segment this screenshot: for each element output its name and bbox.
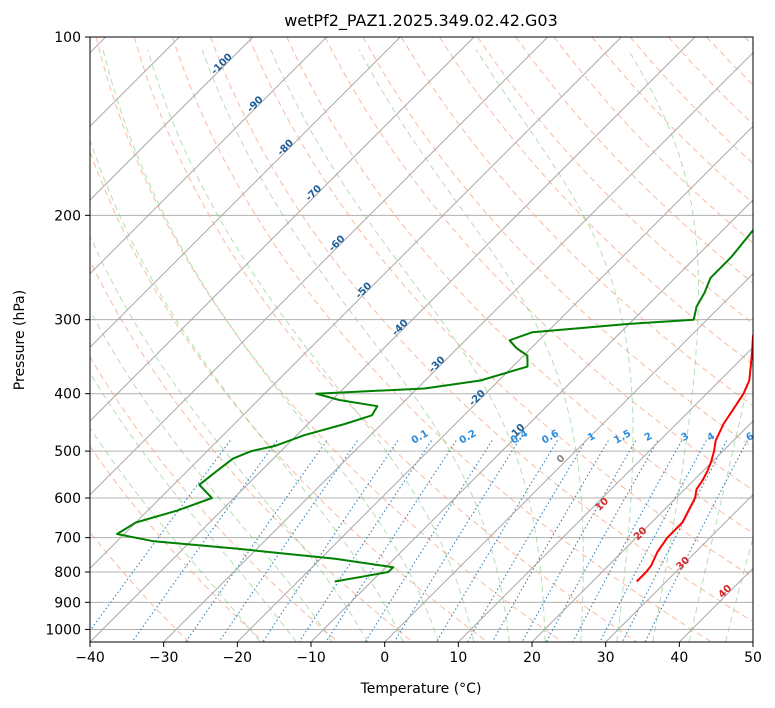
dry-adiabat-line	[133, 37, 638, 642]
y-tick-label: 400	[54, 387, 81, 403]
grid-layer	[90, 37, 753, 630]
mixing-ratio-line	[185, 440, 328, 642]
sounding-profiles	[116, 228, 753, 583]
x-tick-label: −20	[223, 650, 253, 666]
y-tick-label: 900	[54, 595, 81, 611]
isotherm-line	[90, 37, 622, 570]
mixing-ratio-line	[218, 440, 358, 642]
isotherm-line	[90, 37, 696, 642]
mixing-ratio-line	[599, 440, 707, 642]
dewpoint-profile	[116, 228, 753, 583]
isotherm-line	[605, 493, 753, 642]
chart-title: wetPf2_PAZ1.2025.349.02.42.G03	[284, 11, 558, 31]
x-tick-label: 10	[449, 650, 467, 666]
moist-adiabat-line	[102, 49, 439, 642]
y-tick-label: 800	[54, 565, 81, 581]
y-tick-label: 300	[54, 313, 81, 329]
isotherm-line	[457, 346, 753, 642]
isotherms	[90, 37, 753, 642]
moist-adiabat-line	[147, 49, 475, 642]
isotherm-line	[236, 125, 753, 642]
moist-adiabat-line	[270, 49, 546, 642]
mixing-ratio-line	[262, 440, 399, 642]
y-axis-title: Pressure (hPa)	[12, 290, 28, 390]
dry-adiabat-line	[248, 37, 753, 578]
mixing-ratio-label: 1	[586, 431, 598, 444]
mixing-ratio-label: 2	[643, 431, 655, 444]
mixing-ratio-label: 3	[680, 431, 692, 444]
x-tick-label: −40	[75, 650, 105, 666]
isotherm-line	[90, 37, 401, 349]
dry-adiabat-line	[477, 37, 753, 325]
y-tick-label: 100	[54, 30, 81, 46]
x-tick-label: −30	[149, 650, 179, 666]
moist-adiabat-line	[201, 49, 510, 642]
dry-adiabats	[90, 37, 753, 642]
x-axis-title: Temperature (°C)	[360, 681, 482, 697]
moist-adiabat-line	[90, 309, 333, 642]
mixing-ratio-line	[467, 440, 587, 642]
moist-adiabat-line	[725, 536, 753, 642]
mixing-ratio-line	[364, 440, 493, 642]
mixing-ratio-line	[572, 440, 683, 642]
moist-adiabat-line	[90, 427, 261, 642]
y-tick-label: 600	[54, 491, 81, 507]
dry-adiabat-line	[438, 37, 753, 366]
mixing-ratio-line	[545, 440, 659, 642]
isotherm-line	[310, 199, 753, 642]
mixing-ratio-line	[491, 440, 609, 642]
dry-adiabat-line	[90, 356, 339, 642]
isotherm-line	[90, 37, 328, 275]
y-tick-label: 700	[54, 531, 81, 547]
mixing-ratio-line	[90, 440, 231, 632]
dry-adiabat-line	[90, 445, 264, 642]
y-tick-label: 500	[54, 444, 81, 460]
isotherm-line	[90, 37, 475, 422]
mixing-ratio-line	[621, 440, 728, 642]
mixing-ratio-line	[435, 440, 558, 642]
isotherm-line	[163, 51, 753, 642]
isotherm-line	[384, 272, 753, 642]
isotherm-line	[531, 420, 753, 642]
dry-adiabat-line	[95, 37, 563, 642]
y-tick-label: 200	[54, 208, 81, 224]
mixing-ratio-label: 4	[705, 431, 717, 444]
moist-adiabat-line	[90, 235, 369, 642]
x-axis-ticks: −40 −30 −20 −10 0 10 20 30 40 50	[75, 642, 762, 666]
moist-adiabat-line	[627, 49, 699, 642]
moist-adiabat-line	[90, 371, 297, 642]
dry-adiabat-line	[210, 37, 753, 623]
dry-adiabat-line	[90, 150, 488, 642]
plot-frame	[89, 36, 754, 643]
x-tick-label: 20	[523, 650, 541, 666]
x-tick-label: 40	[670, 650, 688, 666]
isotherm-line	[90, 37, 254, 201]
temperature-profile	[635, 332, 753, 583]
y-tick-label: 1000	[45, 622, 81, 638]
moist-adiabat-line	[358, 49, 584, 642]
y-axis-ticks: 100 200 300 400 500 600 700 800 900 1000	[45, 30, 90, 638]
x-tick-label: 30	[597, 650, 615, 666]
moist-adiabat-line	[90, 138, 404, 642]
x-tick-label: 0	[380, 650, 389, 666]
moist-adiabat-line	[688, 358, 753, 642]
mixing-ratio-line	[131, 440, 278, 642]
x-tick-label: 50	[744, 650, 762, 666]
mixing-ratio-line	[644, 440, 748, 642]
mixing-ratio-label: 6	[744, 431, 756, 444]
dry-adiabat-line	[324, 37, 753, 491]
x-tick-label: −10	[296, 650, 326, 666]
isotherm-line	[90, 37, 549, 496]
